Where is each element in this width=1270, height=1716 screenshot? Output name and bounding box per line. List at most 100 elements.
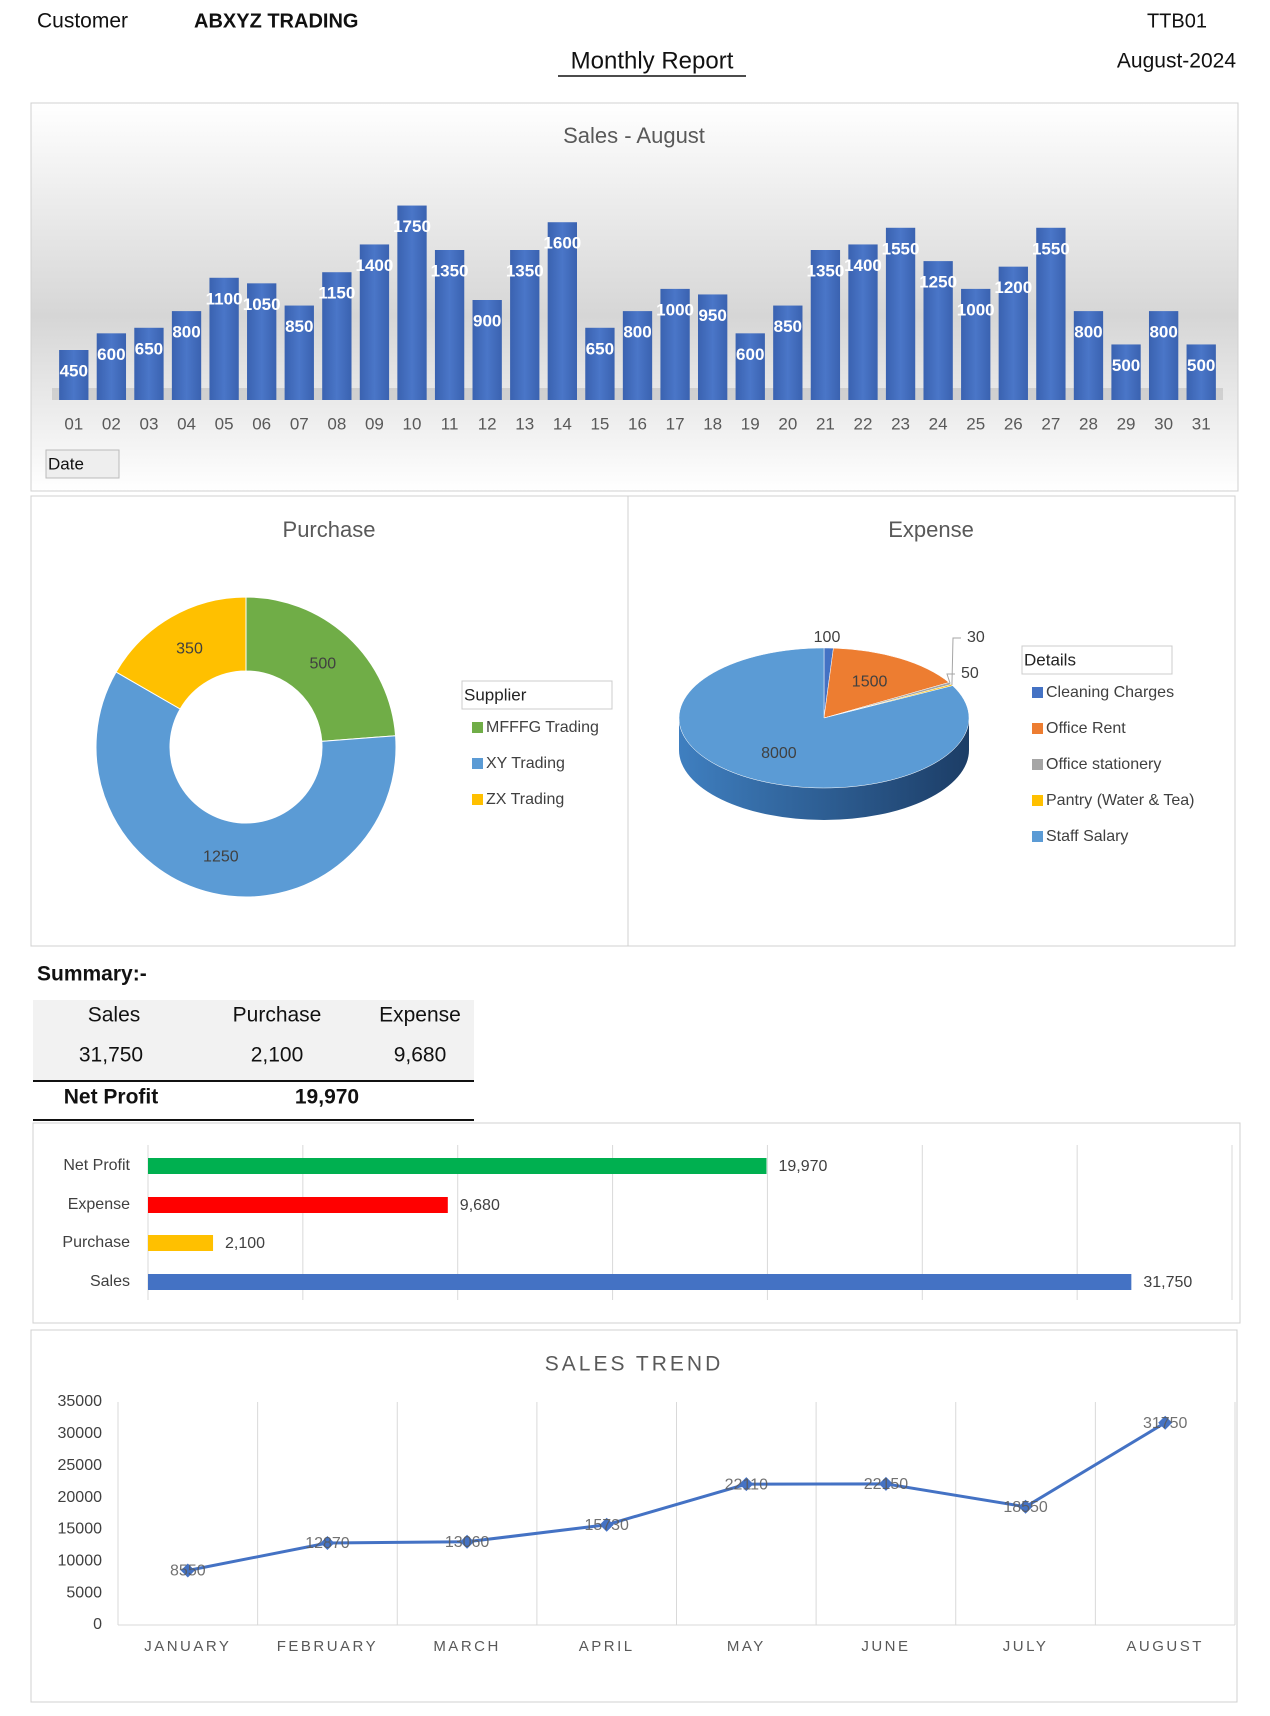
bar-value-label: 2,100 [225, 1235, 265, 1252]
summary-title: Summary:- [37, 963, 147, 986]
bar [622, 311, 653, 400]
summary-header: Sales [88, 1004, 141, 1027]
legend-swatch [472, 722, 483, 733]
point-marker [739, 1477, 754, 1492]
x-tick-label: 12 [478, 414, 497, 433]
bar-value-label: 1000 [957, 300, 995, 319]
bar [773, 305, 803, 400]
y-tick-label: Expense [68, 1196, 130, 1213]
x-tick-label: 08 [327, 414, 346, 433]
point-label: 22150 [864, 1476, 909, 1493]
net-profit-value: 19,970 [295, 1086, 359, 1109]
chart-title: Purchase [283, 517, 376, 542]
x-tick-label: 10 [403, 414, 422, 433]
bar-value-label: 1250 [919, 273, 957, 292]
x-tick-label: 30 [1154, 414, 1173, 433]
bar [810, 250, 841, 400]
bar [148, 1197, 448, 1213]
bar-value-label: 1550 [882, 239, 920, 258]
x-tick-label: JANUARY [144, 1638, 231, 1655]
comparison-panel [32, 1122, 1241, 1324]
x-tick-label: 18 [703, 414, 722, 433]
x-tick-label: 01 [64, 414, 83, 433]
bar [284, 305, 314, 400]
legend-label: Pantry (Water & Tea) [1046, 792, 1195, 809]
x-tick-label: 16 [628, 414, 647, 433]
bar-value-label: 9,680 [460, 1197, 500, 1214]
net-profit-label: Net Profit [64, 1086, 159, 1109]
x-tick-label: JULY [1003, 1638, 1049, 1655]
point-marker [878, 1476, 893, 1491]
point-marker [180, 1563, 195, 1578]
chart-title: Sales - August [563, 123, 705, 148]
legend-swatch [472, 794, 483, 805]
bar [510, 250, 540, 400]
bar-value-label: 650 [135, 339, 163, 358]
y-tick-label: 20000 [58, 1489, 103, 1506]
bar-value-label: 1400 [356, 256, 394, 275]
bar [472, 300, 502, 400]
donut-slice [245, 596, 397, 742]
chart-title: Expense [888, 517, 974, 542]
slice-label: 1250 [203, 848, 239, 865]
bar [961, 288, 991, 400]
bar-value-label: 800 [172, 323, 200, 342]
bar [359, 244, 390, 400]
point-marker [460, 1534, 475, 1549]
x-tick-label: MARCH [433, 1638, 501, 1655]
bar [660, 288, 690, 400]
bar [148, 1235, 214, 1251]
bar-value-label: 900 [473, 311, 501, 330]
y-tick-label: Net Profit [63, 1157, 130, 1174]
bar-value-label: 1350 [806, 261, 844, 280]
point-label: 8550 [170, 1563, 206, 1580]
legend-swatch [1032, 687, 1043, 698]
legend-label: MFFFG Trading [486, 719, 599, 736]
y-tick-label: 10000 [58, 1553, 103, 1570]
bar-value-label: 1400 [844, 256, 882, 275]
bar [434, 250, 465, 400]
bar-value-label: 1550 [1032, 239, 1070, 258]
chart-title: SALES TREND [545, 1353, 724, 1376]
leader-line [951, 637, 961, 686]
legend-label: Office stationery [1046, 756, 1161, 773]
bar-value-label: 800 [1149, 323, 1177, 342]
x-tick-label: 19 [741, 414, 760, 433]
pie-slice [678, 647, 970, 789]
x-tick-label: 09 [365, 414, 384, 433]
x-tick-label: 31 [1192, 414, 1211, 433]
bar [96, 333, 127, 400]
x-tick-label: APRIL [579, 1638, 635, 1655]
legend-label: Cleaning Charges [1046, 684, 1174, 701]
legend-swatch [1032, 759, 1043, 770]
legend-swatch [1032, 795, 1043, 806]
slice-label: 30 [967, 629, 985, 646]
donut-slice [115, 596, 247, 710]
y-tick-label: 5000 [66, 1584, 102, 1601]
bar-value-label: 850 [285, 317, 313, 336]
legend-title-box [461, 680, 613, 710]
bar-value-label: 800 [623, 323, 651, 342]
bar-value-label: 1000 [656, 300, 694, 319]
pie-slice [823, 647, 950, 719]
donut-slice [95, 671, 397, 898]
point-label: 22110 [725, 1476, 768, 1493]
summary-table-bg [33, 1000, 474, 1080]
x-tick-label: 05 [215, 414, 234, 433]
legend-title: Supplier [464, 685, 527, 704]
legend-title-box [1021, 645, 1173, 675]
x-tick-label: 26 [1004, 414, 1023, 433]
summary-value: 31,750 [79, 1044, 143, 1067]
x-tick-label: 15 [590, 414, 609, 433]
point-label: 31750 [1143, 1415, 1188, 1432]
y-tick-label: 15000 [58, 1521, 103, 1538]
bar-value-label: 1350 [431, 261, 469, 280]
point-marker [320, 1535, 335, 1550]
summary-value: 9,680 [394, 1044, 447, 1067]
y-tick-label: 35000 [58, 1393, 103, 1410]
bar [585, 327, 615, 400]
bar [397, 205, 427, 400]
bar [1073, 311, 1104, 400]
